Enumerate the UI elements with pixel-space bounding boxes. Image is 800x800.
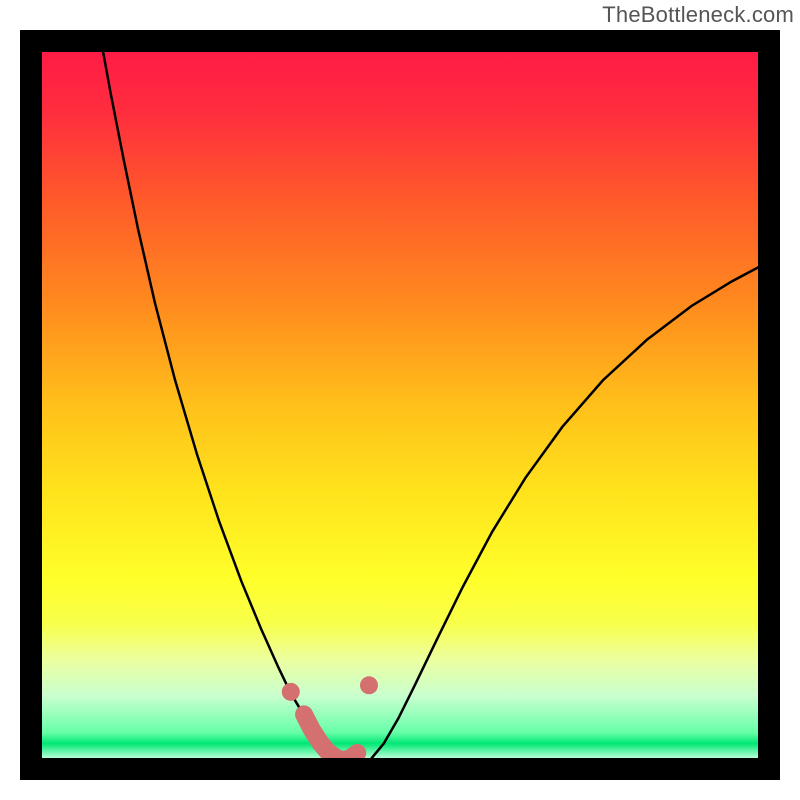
marker-dot [282,683,300,701]
chart-svg [0,0,800,800]
plot-area [31,41,769,769]
chart-container: TheBottleneck.com [0,0,800,800]
marker-dot [360,676,378,694]
watermark-text: TheBottleneck.com [602,2,794,28]
gradient-background [31,41,769,769]
